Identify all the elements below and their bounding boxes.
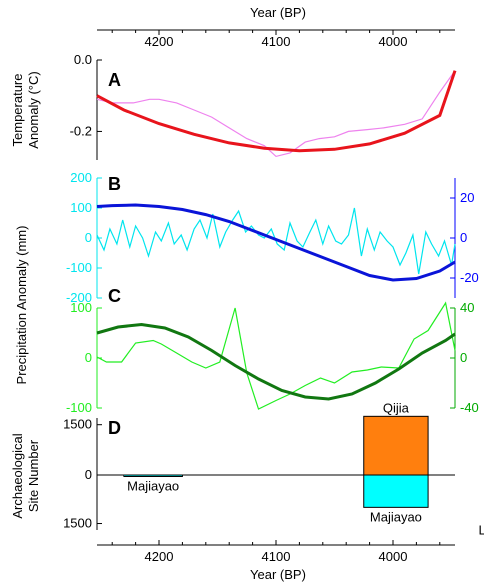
panel-a-y-axis-tick-label: -0.2 — [70, 123, 92, 138]
panel-b-y-axis-left-tick-label: -200 — [66, 290, 92, 305]
panel-b-precipitation-line — [96, 207, 456, 275]
svg-text:Temperature: Temperature — [10, 74, 25, 147]
panel-b-y-axis-left-tick-label: -100 — [66, 260, 92, 275]
x-tick-label-top: 4200 — [145, 34, 174, 49]
panel-d-bar-label-majiayao: Majiayao — [370, 509, 422, 524]
panel-b-y-axis-right-tick-label: -20 — [460, 270, 479, 285]
y-axis-title-a: Temperature Anomaly (°C) — [10, 71, 41, 148]
panel-c-y-axis-left-tick-label: -100 — [66, 400, 92, 415]
panel-b-y-axis-right-tick-label: 0 — [460, 230, 467, 245]
svg-text:Site Number: Site Number — [26, 439, 41, 512]
panel-d-bar-label-longshan: Longshan — [478, 522, 484, 537]
panel-a-y-axis-tick-label: 0.0 — [74, 52, 92, 67]
panel-label-d: D — [108, 418, 121, 438]
panel-c-y-axis-right-tick-label: -40 — [460, 400, 479, 415]
x-tick-label-bottom: 4200 — [145, 549, 174, 564]
panel-d-bar-label-qijia: Qijia — [383, 400, 410, 415]
svg-text:Archaeological: Archaeological — [10, 433, 25, 518]
panel-d-bar-label-majiayao: Majiayao — [127, 479, 179, 494]
panel-label-a: A — [108, 70, 121, 90]
x-tick-label-top: 4100 — [262, 34, 291, 49]
panel-d-y-tick-label: 1500 — [63, 417, 92, 432]
x-axis-title-bottom: Year (BP) — [250, 567, 306, 582]
panel-a-temperature-line — [96, 70, 456, 158]
x-tick-label-bottom: 4000 — [379, 549, 408, 564]
panel-b-y-axis-right-tick-label: 20 — [460, 190, 474, 205]
panel-c-trend-line — [96, 322, 456, 401]
svg-text:Anomaly (°C): Anomaly (°C) — [26, 71, 41, 148]
x-tick-label-bottom: 4100 — [262, 549, 291, 564]
y-axis-title-bc: Precipitation Anomaly (mm) — [14, 226, 29, 385]
panel-d-y-tick-label: 0 — [85, 467, 92, 482]
x-tick-label-top: 4000 — [379, 34, 408, 49]
panel-c-series-line — [96, 301, 456, 410]
panel-label-b: B — [108, 174, 121, 194]
panel-b-trend-line — [96, 203, 456, 282]
x-axis-title-top: Year (BP) — [250, 5, 306, 20]
panel-a-trend-line — [96, 70, 457, 153]
panel-b-y-axis-left-tick-label: 100 — [70, 200, 92, 215]
panel-d-bar-majiayao — [123, 474, 183, 477]
panel-c-y-axis-right-tick-label: 40 — [460, 300, 474, 315]
panel-d-bar-majiayao — [363, 474, 429, 508]
panel-b-y-axis-left-tick-label: 200 — [70, 170, 92, 185]
panel-c-y-axis-right-tick-label: 0 — [460, 350, 467, 365]
panel-c-y-axis-left-tick-label: 100 — [70, 300, 92, 315]
y-axis-title-d: Archaeological Site Number — [10, 433, 41, 518]
panel-d-y-tick-label: 1500 — [63, 516, 92, 531]
panel-c-y-axis-left-tick-label: 0 — [85, 350, 92, 365]
panel-b-y-axis-left-tick-label: 0 — [85, 230, 92, 245]
panel-label-c: C — [108, 286, 121, 306]
panel-d-bar-qijia — [363, 415, 429, 476]
